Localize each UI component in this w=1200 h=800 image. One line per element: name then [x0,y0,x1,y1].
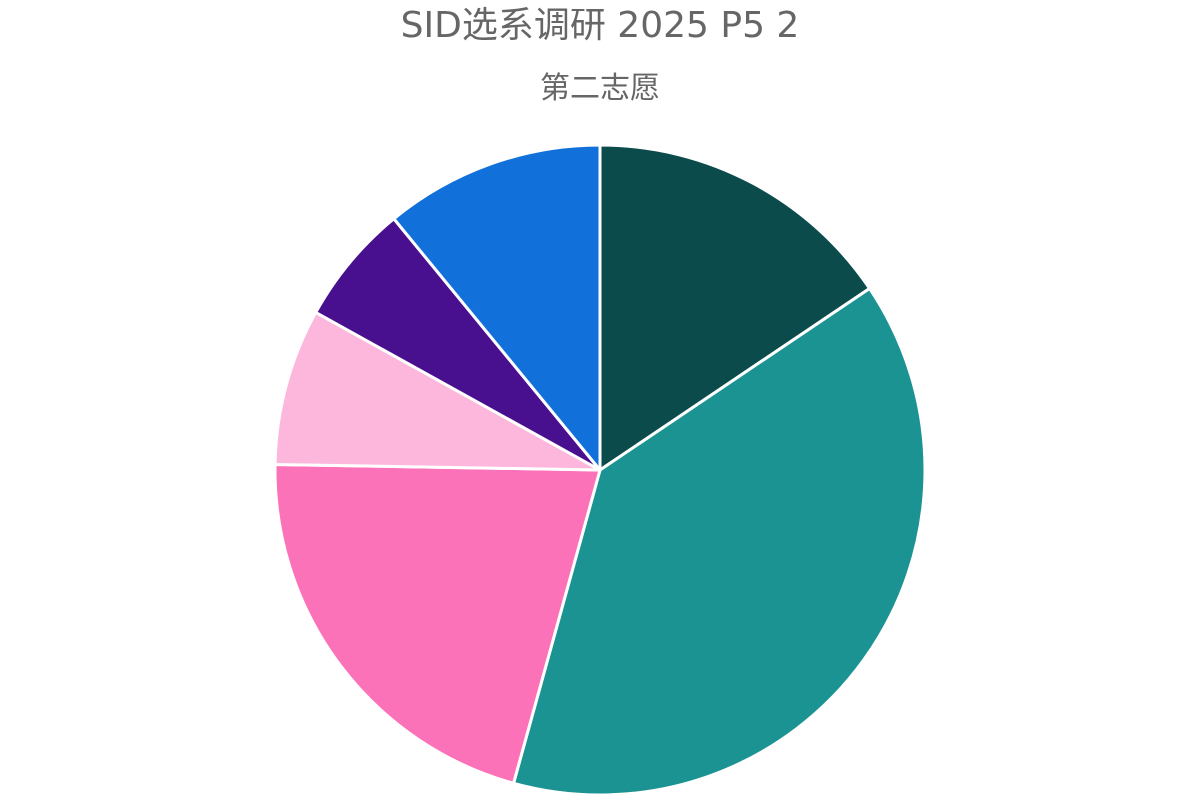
pie-slice-4[interactable] [273,310,602,472]
chart-title: SID选系调研 2025 P5 2 [400,5,800,46]
pie-slice-2[interactable] [512,286,927,797]
pie-slice-6[interactable] [392,143,602,472]
pie-slice-3[interactable] [273,462,602,785]
pie-slice-5[interactable] [314,217,602,472]
pie-slice-1[interactable] [598,143,872,472]
chart-subtitle: 第二志愿 [540,71,660,106]
